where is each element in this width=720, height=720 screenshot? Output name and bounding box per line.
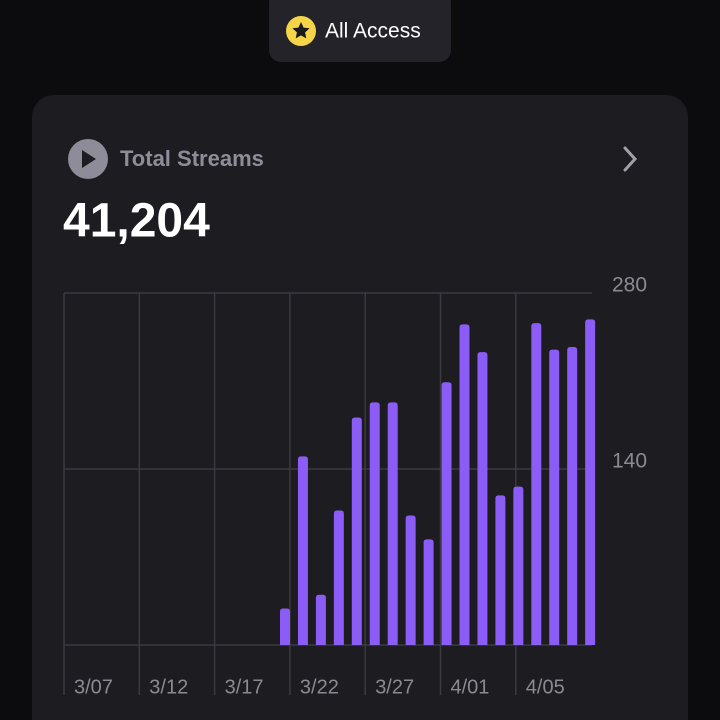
play [82, 150, 96, 168]
x-tick-label: 3/12 [149, 676, 188, 698]
bar [495, 495, 506, 645]
bar [567, 347, 578, 645]
bar [531, 323, 542, 645]
bar [280, 608, 290, 645]
bar [315, 594, 326, 645]
bar [513, 486, 524, 645]
chevron[interactable] [623, 146, 638, 172]
x-tick-label: 4/05 [526, 676, 565, 698]
bar [441, 382, 452, 645]
card [32, 95, 688, 720]
x-tick-label: 3/27 [375, 676, 414, 698]
total-value: 41,204 [63, 195, 210, 248]
bar [549, 349, 560, 645]
bar [459, 324, 470, 645]
star [292, 22, 310, 39]
x-tick-label: 3/07 [74, 676, 113, 698]
bar [405, 515, 416, 645]
x-tick-label: 3/22 [300, 676, 339, 698]
bar [297, 456, 308, 645]
bar [387, 402, 398, 645]
badge-label: All Access [325, 20, 421, 43]
y-tick-label: 280 [612, 274, 647, 297]
x-tick-label: 4/01 [451, 676, 490, 698]
badge[interactable] [269, 0, 451, 62]
card-label: Total Streams [120, 146, 264, 171]
bar [333, 510, 344, 645]
bar [585, 319, 596, 645]
bar [351, 417, 362, 645]
y-tick-label: 140 [612, 450, 647, 473]
x-tick-label: 3/17 [225, 676, 264, 698]
bar [369, 402, 380, 645]
bar [477, 352, 488, 645]
bar [423, 539, 434, 645]
